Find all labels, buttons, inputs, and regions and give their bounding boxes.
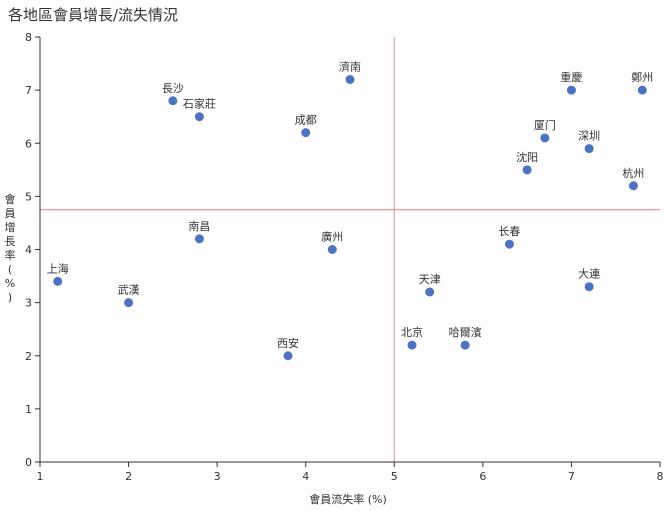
x-tick-label: 4 — [302, 470, 309, 483]
y-axis-label-char: % — [5, 277, 15, 290]
x-tick-label: 8 — [657, 470, 664, 483]
x-tick-label: 6 — [479, 470, 486, 483]
data-point-label: 武漢 — [118, 284, 140, 297]
data-point — [53, 276, 63, 286]
y-axis-label-char: ) — [8, 291, 12, 304]
data-point-label: 深圳 — [578, 130, 600, 143]
data-point-label: 长春 — [498, 225, 520, 238]
y-axis-label-char: 率 — [5, 248, 16, 262]
y-tick-label: 1 — [25, 403, 32, 416]
data-point-label: 長沙 — [162, 82, 184, 95]
data-point-label: 石家莊 — [183, 97, 216, 111]
chart-title: 各地區會員增長/流失情況 — [8, 6, 178, 24]
data-point-label: 南昌 — [188, 220, 210, 233]
data-point-label: 天津 — [419, 273, 441, 286]
data-point — [425, 287, 435, 297]
y-tick-label: 7 — [25, 84, 32, 97]
data-point — [283, 351, 293, 361]
data-point — [584, 282, 594, 292]
data-point-label: 成都 — [295, 114, 317, 127]
data-point-label: 鄭州 — [631, 70, 653, 84]
data-point-label: 廣州 — [321, 230, 343, 244]
x-tick-label: 2 — [125, 470, 132, 483]
data-point-label: 厦门 — [534, 118, 556, 132]
data-point — [540, 133, 550, 143]
data-point-label: 西安 — [277, 336, 299, 350]
data-point-label: 濟南 — [339, 60, 361, 74]
data-point — [194, 234, 204, 244]
data-point — [628, 181, 638, 191]
y-tick-label: 5 — [25, 190, 32, 203]
x-tick-label: 7 — [568, 470, 575, 483]
y-tick-label: 4 — [25, 244, 32, 257]
x-tick-label: 5 — [391, 470, 398, 483]
data-point-label: 重慶 — [560, 70, 582, 84]
x-tick-label: 3 — [214, 470, 221, 483]
data-point — [301, 128, 311, 138]
data-point — [522, 165, 532, 175]
y-tick-label: 3 — [25, 297, 32, 310]
y-tick-label: 0 — [25, 456, 32, 469]
y-tick-label: 2 — [25, 350, 32, 363]
y-axis-label-char: 增 — [5, 220, 16, 234]
y-axis-label-char: 長 — [5, 235, 16, 248]
data-point-label: 上海 — [47, 261, 69, 275]
data-point — [637, 85, 647, 95]
data-point — [460, 340, 470, 350]
x-axis-label: 會員流失率 (%) — [309, 492, 387, 506]
data-point-label: 大連 — [578, 267, 600, 281]
data-point-label: 北京 — [401, 325, 423, 339]
data-point-label: 哈爾濱 — [449, 325, 482, 339]
data-point — [345, 75, 355, 84]
y-tick-label: 6 — [25, 137, 32, 150]
data-point-label: 杭州 — [622, 166, 644, 180]
data-point — [407, 340, 417, 350]
data-point — [566, 85, 576, 95]
data-point-label: 沈阳 — [516, 150, 538, 164]
data-point — [124, 298, 134, 308]
y-tick-label: 8 — [25, 31, 32, 44]
y-axis-label-char: 員 — [5, 207, 16, 220]
data-point — [194, 112, 204, 122]
y-axis-label-char: 會 — [5, 192, 16, 206]
data-point — [168, 96, 178, 106]
plot-area — [40, 37, 660, 462]
data-point — [327, 245, 337, 254]
x-tick-label: 1 — [37, 470, 44, 483]
y-axis-label-char: ( — [8, 263, 12, 276]
data-point — [504, 239, 514, 249]
data-point — [584, 144, 594, 154]
